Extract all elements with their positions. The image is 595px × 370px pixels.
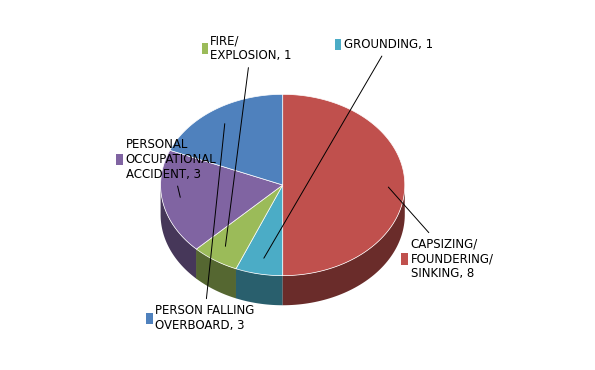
Text: PERSONAL
OCCUPATIONAL
ACCIDENT, 3: PERSONAL OCCUPATIONAL ACCIDENT, 3 bbox=[126, 138, 217, 197]
Polygon shape bbox=[283, 94, 405, 276]
Text: FIRE/
EXPLOSION, 1: FIRE/ EXPLOSION, 1 bbox=[210, 34, 292, 246]
Text: GROUNDING, 1: GROUNDING, 1 bbox=[264, 38, 433, 258]
Text: CAPSIZING/
FOUNDERING/
SINKING, 8: CAPSIZING/ FOUNDERING/ SINKING, 8 bbox=[389, 187, 494, 280]
Bar bbox=[146, 313, 153, 324]
Bar bbox=[401, 253, 408, 265]
Bar bbox=[116, 154, 123, 165]
Polygon shape bbox=[196, 185, 283, 279]
Polygon shape bbox=[196, 185, 283, 279]
Polygon shape bbox=[236, 185, 283, 298]
Polygon shape bbox=[196, 185, 283, 269]
Text: PERSON FALLING
OVERBOARD, 3: PERSON FALLING OVERBOARD, 3 bbox=[155, 124, 254, 332]
Polygon shape bbox=[236, 269, 283, 305]
Polygon shape bbox=[236, 185, 283, 276]
Bar bbox=[202, 43, 208, 54]
Polygon shape bbox=[161, 185, 196, 279]
Polygon shape bbox=[236, 185, 283, 298]
Polygon shape bbox=[283, 186, 405, 305]
Polygon shape bbox=[196, 249, 236, 298]
Polygon shape bbox=[170, 94, 283, 185]
Bar bbox=[334, 39, 341, 50]
Polygon shape bbox=[161, 150, 283, 249]
